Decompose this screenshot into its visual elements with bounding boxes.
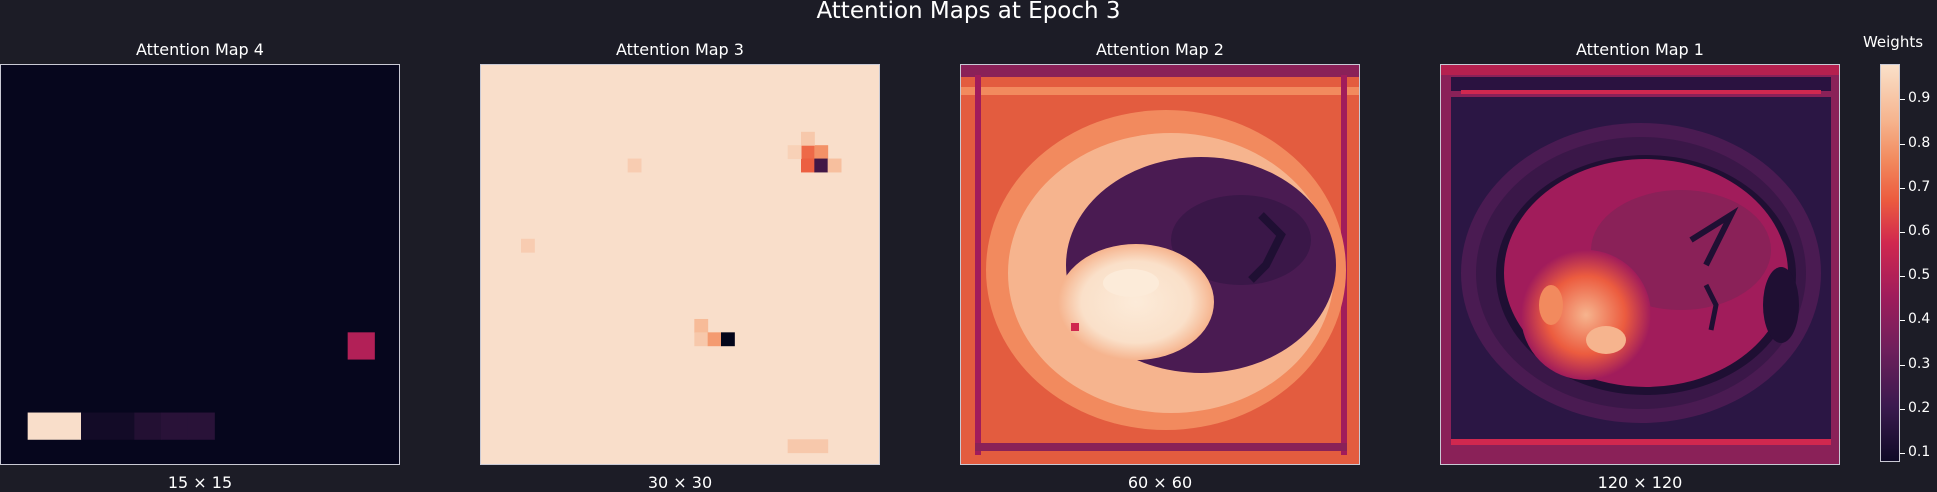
map1-top-dark-band	[1451, 77, 1831, 91]
map1-bottom-line	[1451, 439, 1831, 445]
heatmap-cell	[161, 412, 189, 440]
map2-bottom-edge	[975, 443, 1347, 451]
heatmap-cell	[801, 158, 815, 173]
colorbar-title: Weights	[1862, 33, 1924, 51]
map1-ventricle-b	[1703, 283, 1719, 331]
heatmap-cell	[801, 131, 815, 146]
heatmap-4	[1, 65, 399, 464]
colorbar-tick-mark	[1900, 408, 1905, 410]
heatmap-background	[1, 65, 399, 464]
colorbar-tick-label: 0.6	[1908, 223, 1931, 240]
heatmap-2	[961, 65, 1359, 464]
heatmap-3	[481, 65, 879, 464]
panel-title: Attention Map 3	[616, 40, 744, 59]
heatmap-cell	[627, 158, 642, 173]
heatmap-frame	[0, 64, 400, 465]
heatmap-cell	[134, 412, 162, 440]
heatmap-frame	[960, 64, 1360, 465]
heatmap-cell	[827, 158, 842, 173]
map1-lesion	[1521, 250, 1651, 380]
map2-lesion-spot	[1071, 323, 1079, 331]
heatmap-cell	[721, 332, 735, 347]
colorbar-tick-mark	[1900, 143, 1905, 145]
colorbar	[1880, 64, 1900, 462]
heatmap-1	[1441, 65, 1839, 464]
heatmap-cell	[347, 332, 375, 360]
heatmap-frame	[480, 64, 880, 465]
colorbar-tick-label: 0.2	[1908, 399, 1931, 416]
map2-lesion	[1058, 244, 1214, 360]
heatmap-frame	[1440, 64, 1840, 465]
map1-lesion-left	[1539, 285, 1563, 325]
panel-attention-map-4: Attention Map 4 15 × 15	[0, 40, 400, 492]
map1-ventricle-a	[1689, 206, 1739, 267]
heatmap-background	[481, 65, 879, 464]
map2-ventricle	[1248, 212, 1286, 283]
panel-title: Attention Map 4	[136, 40, 264, 59]
colorbar-tick-mark	[1900, 364, 1905, 366]
heatmap-cell	[81, 412, 135, 440]
map1-right-dark	[1763, 267, 1799, 343]
map2-left-edge	[975, 75, 981, 455]
panel-xlabel: 30 × 30	[647, 473, 713, 492]
panel-xlabel: 120 × 120	[1597, 473, 1683, 492]
panel-xlabel: 60 × 60	[1127, 473, 1193, 492]
colorbar-tick-mark	[1900, 187, 1905, 189]
heatmap-cell	[814, 158, 829, 173]
colorbar-tick-label: 0.9	[1908, 90, 1931, 107]
panel-xlabel: 15 × 15	[167, 473, 233, 492]
colorbar-tick-mark	[1900, 453, 1905, 455]
colorbar-tick-label: 0.3	[1908, 355, 1931, 372]
panel-attention-map-3: Attention Map 3 30 × 30	[480, 40, 880, 492]
heatmap-cell	[814, 145, 829, 160]
map2-top-band	[961, 87, 1359, 95]
colorbar-tick-mark	[1900, 232, 1905, 234]
panel-title: Attention Map 1	[1576, 40, 1704, 59]
heatmap-cell	[694, 332, 709, 347]
panel-attention-map-2: Attention Map 2	[960, 40, 1360, 492]
heatmap-cell	[707, 332, 722, 347]
colorbar-tick-mark	[1900, 320, 1905, 322]
heatmap-cell	[521, 238, 535, 253]
map1-top-line	[1461, 90, 1821, 94]
colorbar-tick-label: 0.1	[1908, 444, 1931, 461]
colorbar-tick-label: 0.4	[1908, 311, 1931, 328]
figure-title: Attention Maps at Epoch 3	[816, 0, 1121, 24]
heatmap-cell	[187, 412, 215, 440]
colorbar-tick-mark	[1900, 276, 1905, 278]
heatmap-cell	[787, 145, 802, 160]
heatmap-cell	[694, 318, 709, 333]
map2-top-edge	[961, 65, 1359, 77]
map1-bottom-edge	[1441, 450, 1839, 464]
map2-brain-dark	[1171, 195, 1311, 285]
map1-top-edge	[1441, 65, 1839, 75]
colorbar-tick-label: 0.7	[1908, 178, 1931, 195]
heatmap-cell	[801, 145, 815, 160]
colorbar-gradient	[1880, 64, 1900, 462]
panel-attention-map-1: Attention Map 1	[1440, 40, 1840, 492]
map1-lesion-bright	[1586, 326, 1626, 354]
heatmap-cell	[27, 412, 82, 440]
colorbar-tick-label: 0.8	[1908, 134, 1931, 151]
colorbar-tick-mark	[1900, 99, 1905, 101]
panel-title: Attention Map 2	[1096, 40, 1224, 59]
heatmap-cell	[787, 439, 829, 454]
colorbar-tick-label: 0.5	[1908, 267, 1931, 284]
map2-lesion-core	[1103, 269, 1159, 297]
